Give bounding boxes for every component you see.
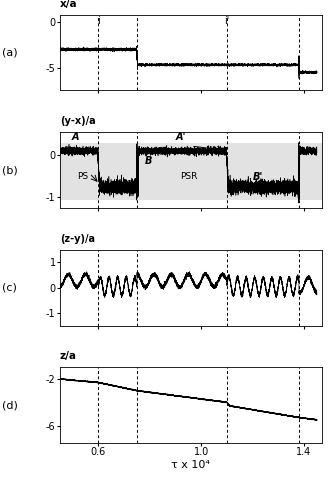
Text: x/a: x/a [60, 0, 77, 9]
Text: (c): (c) [2, 282, 17, 293]
Text: A': A' [175, 132, 186, 142]
Text: PSR: PSR [180, 172, 197, 181]
Text: (d): (d) [2, 400, 18, 410]
Text: (y-x)/a: (y-x)/a [60, 116, 95, 126]
Text: B: B [145, 156, 152, 166]
Text: A: A [71, 132, 79, 142]
Text: i': i' [224, 16, 229, 26]
Text: (b): (b) [2, 165, 18, 175]
Text: (a): (a) [2, 48, 18, 57]
Text: i: i [97, 16, 100, 26]
Text: PS: PS [77, 172, 88, 181]
Bar [60, 143, 322, 200]
Text: B': B' [253, 172, 263, 182]
Text: z/a: z/a [60, 351, 77, 361]
X-axis label: τ x 10⁴: τ x 10⁴ [171, 460, 210, 470]
Text: (z-y)/a: (z-y)/a [60, 234, 95, 244]
